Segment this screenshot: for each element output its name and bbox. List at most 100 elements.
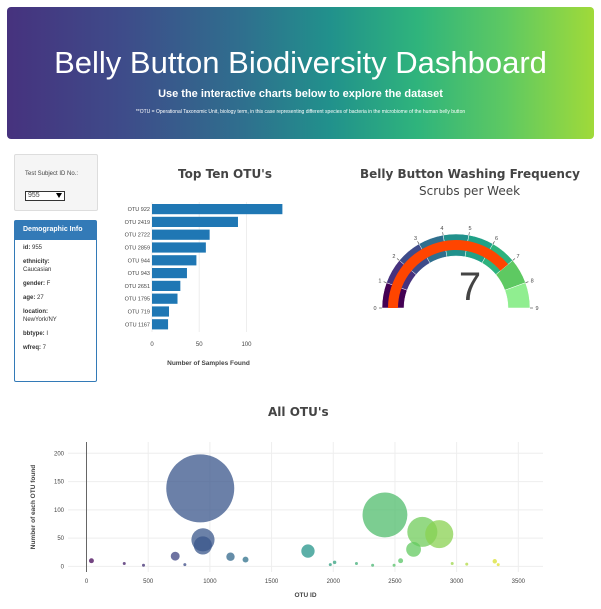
bubble-point bbox=[142, 563, 146, 567]
bubble-point bbox=[170, 551, 180, 561]
gauge-title: Belly Button Washing Frequency bbox=[360, 167, 580, 181]
demographic-value: Caucasian bbox=[23, 267, 52, 273]
bubble-point bbox=[301, 544, 315, 558]
bar-x-tick-label: 100 bbox=[241, 342, 252, 348]
demographic-row: age: 27 bbox=[23, 294, 88, 302]
gauge-tick-label: 2 bbox=[392, 254, 395, 260]
demographic-key: id: bbox=[23, 245, 31, 251]
bar bbox=[152, 204, 283, 215]
bar bbox=[152, 216, 238, 227]
bubble-y-tick-label: 200 bbox=[54, 451, 65, 457]
bar bbox=[152, 268, 187, 279]
bubble-point bbox=[122, 562, 126, 566]
demographic-title: Demographic Info bbox=[15, 221, 96, 240]
bubble-x-tick-label: 3500 bbox=[512, 579, 526, 585]
gauge-tick-label: 9 bbox=[535, 306, 538, 312]
bubble-point bbox=[242, 556, 249, 563]
gauge-subtitle: Scrubs per Week bbox=[419, 184, 521, 198]
bubble-x-tick-label: 0 bbox=[85, 579, 89, 585]
bubble-point bbox=[328, 563, 332, 567]
bubble-x-tick-label: 3000 bbox=[450, 579, 464, 585]
demographic-key: location: bbox=[23, 309, 48, 315]
bar-category-label: OTU 1167 bbox=[125, 322, 150, 328]
bar-category-label: OTU 2419 bbox=[125, 220, 150, 226]
demographic-key: age: bbox=[23, 295, 36, 301]
bubble-x-tick-label: 500 bbox=[143, 579, 154, 585]
bar-category-label: OTU 944 bbox=[128, 258, 150, 264]
gauge-tick-label: 8 bbox=[531, 278, 534, 284]
bubble-x-axis-label: OTU ID bbox=[294, 592, 316, 599]
demographic-value: 7 bbox=[41, 345, 47, 351]
bubble-point bbox=[492, 559, 497, 564]
gauge-tick-label: 6 bbox=[495, 236, 498, 242]
bar-category-label: OTU 943 bbox=[128, 271, 150, 277]
bar-category-label: OTU 2651 bbox=[125, 284, 150, 290]
bar bbox=[152, 280, 181, 291]
bubble-y-tick-label: 100 bbox=[54, 508, 65, 514]
bar-category-label: OTU 1795 bbox=[125, 297, 150, 303]
bar bbox=[152, 293, 178, 304]
gauge-tick bbox=[512, 258, 516, 261]
bar bbox=[152, 229, 210, 240]
bar-category-label: OTU 719 bbox=[128, 310, 150, 316]
bar bbox=[152, 319, 169, 330]
bar-category-label: OTU 2722 bbox=[125, 233, 150, 239]
subject-selector-label: Test Subject ID No.: bbox=[25, 171, 79, 177]
bubble-y-tick-label: 0 bbox=[61, 564, 65, 570]
bubble-chart-title: All OTU's bbox=[268, 405, 329, 419]
bar bbox=[152, 306, 170, 317]
bubble-point bbox=[183, 563, 187, 567]
gauge-tick bbox=[492, 241, 495, 245]
demographic-row: id: 955 bbox=[23, 244, 88, 252]
demographic-panel: Demographic Info id: 955 ethnicity: Cauca… bbox=[14, 220, 97, 382]
page-subtitle: Use the interactive charts below to expl… bbox=[158, 88, 443, 100]
bubble-x-tick-label: 1000 bbox=[203, 579, 217, 585]
demographic-row: bbtype: I bbox=[23, 330, 88, 338]
bubble-point bbox=[392, 563, 396, 567]
bubble-point bbox=[450, 562, 454, 566]
subject-id-select[interactable]: 955 bbox=[25, 191, 65, 201]
gauge-tick bbox=[468, 232, 470, 236]
gauge-tick-label: 4 bbox=[440, 226, 443, 232]
subject-id-value: 955 bbox=[28, 192, 40, 199]
gauge-value-bar bbox=[388, 240, 509, 308]
chevron-down-icon[interactable] bbox=[56, 193, 62, 198]
demographic-value: NewYork/NY bbox=[23, 317, 57, 323]
bubble-y-tick-label: 50 bbox=[57, 536, 64, 542]
bubble-point bbox=[398, 558, 404, 564]
gauge-tick bbox=[417, 241, 420, 245]
bar-category-label: OTU 2859 bbox=[125, 246, 150, 252]
demographic-value: 27 bbox=[35, 295, 44, 301]
bar-chart-title: Top Ten OTU's bbox=[178, 167, 273, 181]
page-title: Belly Button Biodiversity Dashboard bbox=[54, 45, 547, 80]
gauge-tick bbox=[383, 281, 387, 283]
bubble-point bbox=[406, 542, 421, 557]
demographic-key: gender: bbox=[23, 281, 46, 287]
demographic-row: location: NewYork/NY bbox=[23, 308, 88, 324]
bubble-point bbox=[362, 492, 408, 538]
demographic-key: bbtype: bbox=[23, 331, 45, 337]
gauge-tick-label: 7 bbox=[517, 254, 520, 260]
gauge-tick-label: 1 bbox=[378, 278, 381, 284]
demographic-row: wfreq: 7 bbox=[23, 344, 88, 352]
top-ten-bar-chart: 0 50 100 OTU 922 OTU 2419 OTU 2722 OTU 2859 OTU… bbox=[125, 202, 283, 367]
bar-x-axis-label: Number of Samples Found bbox=[167, 360, 250, 367]
demographic-key: wfreq: bbox=[23, 345, 41, 351]
demographic-value: F bbox=[45, 281, 51, 287]
subject-selector-panel: Test Subject ID No.: 955 bbox=[14, 154, 98, 211]
demographic-value: 955 bbox=[30, 245, 43, 251]
bubble-point bbox=[496, 563, 500, 567]
bubble-point bbox=[226, 552, 235, 561]
bubble-point bbox=[371, 563, 375, 567]
bubble-point bbox=[193, 536, 212, 555]
gauge-tick bbox=[442, 232, 444, 236]
gauge-value-label: 7 bbox=[459, 265, 481, 309]
bubble-x-tick-label: 1500 bbox=[265, 579, 279, 585]
demographic-row: gender: F bbox=[23, 280, 88, 288]
bubble-point bbox=[332, 560, 337, 565]
gauge-tick-label: 0 bbox=[373, 306, 376, 312]
bubble-point bbox=[354, 562, 358, 566]
header-banner: Belly Button Biodiversity Dashboard Use … bbox=[7, 7, 594, 139]
